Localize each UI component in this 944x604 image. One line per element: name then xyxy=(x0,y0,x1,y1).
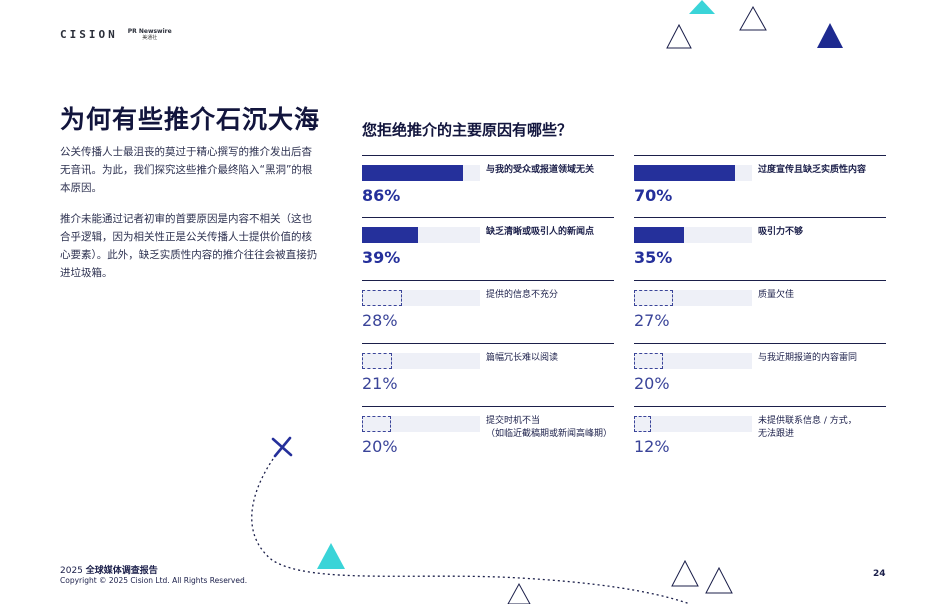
reason-label-line1: 提供的信息不充分 xyxy=(486,290,559,300)
cyan-triangle-top xyxy=(689,0,715,14)
bar-fill xyxy=(634,165,735,181)
bar-track xyxy=(362,416,480,432)
bar-fill xyxy=(362,353,392,369)
bar-track xyxy=(634,416,752,432)
intro-paragraph-2: 推介未能通过记者初审的首要原因是内容不相关（这也合乎逻辑，因为相关性正是公关传播… xyxy=(60,213,318,279)
reason-item: 28% 提供的信息不充分 xyxy=(362,280,614,345)
bar-fill xyxy=(362,165,463,181)
reason-item: 39% 缺乏清晰或吸引人的新闻点 xyxy=(362,217,614,282)
percent-label: 35% xyxy=(634,248,673,267)
bar-track xyxy=(362,353,480,369)
reason-item: 27% 质量欠佳 xyxy=(634,280,886,345)
outline-triangle-top-left xyxy=(666,23,692,49)
percent-label: 27% xyxy=(634,311,670,330)
bar-fill xyxy=(362,290,402,306)
reason-item: 21% 篇幅冗长难以阅读 xyxy=(362,343,614,408)
reason-label: 提供的信息不充分 xyxy=(486,289,616,302)
percent-label: 28% xyxy=(362,311,398,330)
reason-label-line1: 与我近期报道的内容雷同 xyxy=(758,353,858,363)
percent-label: 86% xyxy=(362,186,401,205)
percent-label: 12% xyxy=(634,437,670,456)
percent-label: 39% xyxy=(362,248,401,267)
reason-item: 35% 吸引力不够 xyxy=(634,217,886,282)
outline-triangle-bottom-1 xyxy=(671,559,699,587)
bar-fill xyxy=(634,227,684,243)
page-number: 24 xyxy=(873,569,886,579)
prnewswire-logo-top: PR Newswire xyxy=(127,27,172,35)
reason-label-line2: 无法跟进 xyxy=(758,429,795,439)
reason-label: 与我的受众或报道领域无关 xyxy=(486,164,616,177)
bar-track xyxy=(634,165,752,181)
reason-label-line1: 吸引力不够 xyxy=(758,227,804,237)
bar-fill xyxy=(634,353,663,369)
intro-paragraph-1: 公关传播人士最沮丧的莫过于精心撰写的推介发出后杳无音讯。为此，我们探究这些推介最… xyxy=(60,146,313,194)
reason-label-line2: （如临近截稿期或新闻高峰期） xyxy=(486,429,613,439)
prnewswire-logo-bottom: 美通社 xyxy=(142,34,158,41)
bar-track xyxy=(362,227,480,243)
footer-report-year: 2025 xyxy=(60,566,83,576)
percent-label: 20% xyxy=(362,437,398,456)
percent-label: 21% xyxy=(362,374,398,393)
reason-item: 86% 与我的受众或报道领域无关 xyxy=(362,155,614,220)
reason-label-line1: 提交时机不当 xyxy=(486,416,541,426)
reason-item: 12% 未提供联系信息 / 方式， 无法跟进 xyxy=(634,406,886,471)
reason-label: 缺乏清晰或吸引人的新闻点 xyxy=(486,226,616,239)
reason-label-line1: 质量欠佳 xyxy=(758,290,795,300)
reason-item: 70% 过度宣传且缺乏实质性内容 xyxy=(634,155,886,220)
reason-label-line1: 与我的受众或报道领域无关 xyxy=(486,165,595,175)
outline-triangle-bottom-2 xyxy=(705,566,733,594)
footer-copyright: Copyright © 2025 Cision Ltd. All Rights … xyxy=(60,576,248,585)
reason-label: 篇幅冗长难以阅读 xyxy=(486,352,616,365)
bar-track xyxy=(362,290,480,306)
reason-label: 提交时机不当 （如临近截稿期或新闻高峰期） xyxy=(486,415,616,441)
outline-triangle-bottom-3 xyxy=(507,582,531,604)
bar-track xyxy=(634,353,752,369)
bar-fill xyxy=(362,227,418,243)
reason-label: 质量欠佳 xyxy=(758,289,888,302)
outline-triangle-top-right xyxy=(739,5,767,31)
reason-label: 过度宣传且缺乏实质性内容 xyxy=(758,164,888,177)
reason-label-line1: 缺乏清晰或吸引人的新闻点 xyxy=(486,227,595,237)
bar-fill xyxy=(362,416,391,432)
reason-label-line1: 过度宣传且缺乏实质性内容 xyxy=(758,165,867,175)
cision-logo-text: CISION xyxy=(60,28,118,41)
bar-fill xyxy=(634,290,673,306)
reason-label-line1: 篇幅冗长难以阅读 xyxy=(486,353,559,363)
prnewswire-logo: PR Newswire 美通社 xyxy=(127,27,172,41)
bar-track xyxy=(362,165,480,181)
reason-item: 20% 提交时机不当 （如临近截稿期或新闻高峰期） xyxy=(362,406,614,471)
navy-triangle-top xyxy=(817,23,843,48)
reason-label: 与我近期报道的内容雷同 xyxy=(758,352,888,365)
x-mark xyxy=(271,436,293,458)
reason-label: 未提供联系信息 / 方式， 无法跟进 xyxy=(758,415,888,441)
reason-label-line1: 未提供联系信息 / 方式， xyxy=(758,416,857,426)
page-title: 为何有些推介石沉大海 xyxy=(60,105,321,134)
bar-track xyxy=(634,290,752,306)
reason-item: 20% 与我近期报道的内容雷同 xyxy=(634,343,886,408)
footer-report-name: 全球媒体调查报告 xyxy=(85,566,158,576)
bar-track xyxy=(634,227,752,243)
reason-label: 吸引力不够 xyxy=(758,226,888,239)
percent-label: 20% xyxy=(634,374,670,393)
cyan-triangle-bottom xyxy=(317,543,345,569)
percent-label: 70% xyxy=(634,186,673,205)
chart-title: 您拒绝推介的主要原因有哪些？ xyxy=(362,121,573,139)
bar-fill xyxy=(634,416,651,432)
footer-report-title: 2025 全球媒体调查报告 xyxy=(60,563,158,576)
brand-logo: CISION PR Newswire 美通社 xyxy=(60,28,172,41)
